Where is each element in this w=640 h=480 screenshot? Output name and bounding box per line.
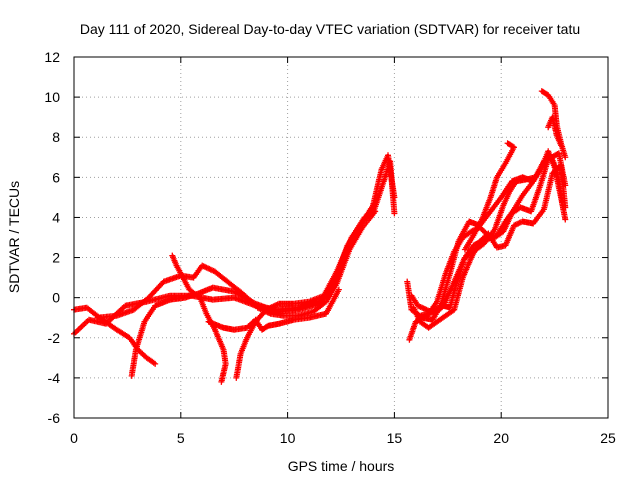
scatter-points bbox=[461, 140, 517, 253]
chart-title: Day 111 of 2020, Sidereal Day-to-day VTE… bbox=[80, 21, 580, 37]
series-track-12 bbox=[423, 174, 539, 319]
y-tick-label: 2 bbox=[52, 250, 60, 266]
y-tick-label: 6 bbox=[52, 169, 60, 185]
y-tick-label: 8 bbox=[52, 129, 60, 145]
y-tick-label: 12 bbox=[44, 49, 60, 65]
tick-layer: 0 5 10 15 20 25 -6 -4 -2 0 2 4 6 8 10 12 bbox=[44, 49, 616, 446]
x-tick-label: 5 bbox=[177, 430, 185, 446]
y-tick-label: -6 bbox=[48, 410, 61, 426]
x-tick-label: 20 bbox=[493, 430, 509, 446]
series-track-15 bbox=[545, 114, 565, 149]
y-tick-label: 4 bbox=[52, 209, 60, 225]
scatter-points bbox=[545, 114, 565, 149]
y-tick-label: -4 bbox=[48, 370, 61, 386]
x-tick-label: 25 bbox=[600, 430, 616, 446]
y-tick-label: 10 bbox=[44, 89, 60, 105]
y-tick-label: 0 bbox=[52, 290, 60, 306]
y-tick-label: -2 bbox=[48, 330, 61, 346]
y-axis-label: SDTVAR / TECUs bbox=[6, 181, 22, 293]
plot-frame bbox=[73, 56, 609, 419]
x-axis-label: GPS time / hours bbox=[288, 458, 395, 474]
x-tick-label: 15 bbox=[387, 430, 403, 446]
series-track-13 bbox=[461, 140, 517, 253]
series-track-3 bbox=[128, 152, 398, 379]
data-layer bbox=[71, 88, 569, 385]
scatter-points bbox=[128, 152, 398, 379]
series-track-7 bbox=[233, 234, 355, 381]
x-tick-label: 0 bbox=[70, 430, 78, 446]
scatter-points bbox=[233, 234, 355, 381]
x-tick-label: 10 bbox=[280, 430, 296, 446]
scatter-points bbox=[423, 174, 539, 319]
